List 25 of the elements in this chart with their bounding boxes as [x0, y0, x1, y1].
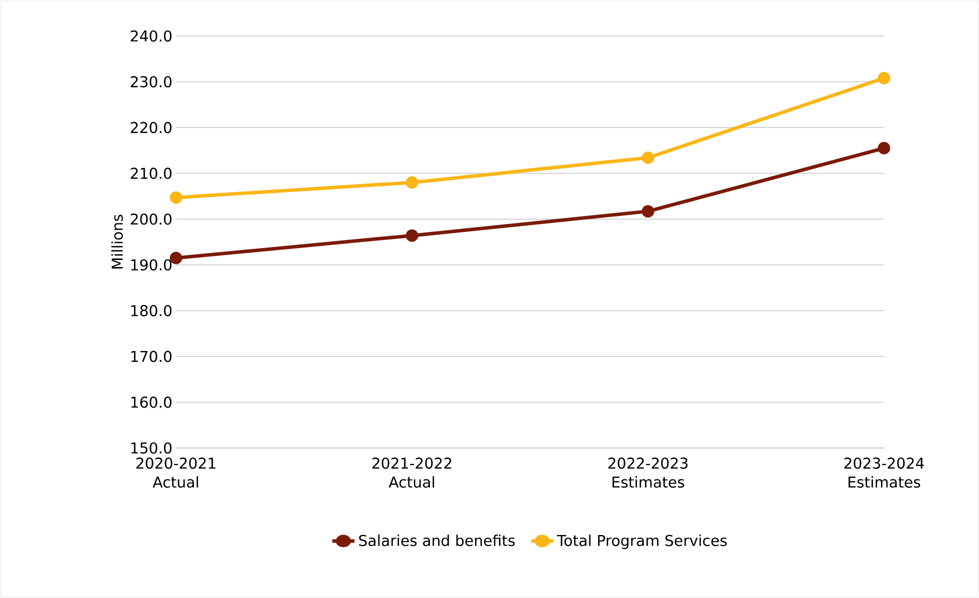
- point: [878, 72, 890, 84]
- y-tick-label: 170.0: [131, 350, 172, 362]
- point: [406, 229, 418, 242]
- point: [642, 205, 654, 218]
- x-tick-label: 2022-2023 Estimates: [608, 458, 688, 488]
- legend-label: Total Program Services: [556, 534, 727, 550]
- y-tick-label: 160.0: [131, 396, 172, 408]
- x-tick-label: 2023-2024 Estimates: [844, 458, 924, 488]
- y-tick-label: 240.0: [130, 30, 172, 42]
- point: [642, 152, 654, 164]
- y-tick-label: 220.0: [130, 122, 172, 134]
- point: [406, 176, 418, 189]
- point: [878, 142, 890, 154]
- y-tick-label: 210.0: [130, 168, 172, 179]
- legend-label: Salaries and benefits: [359, 534, 515, 546]
- x-tick-label: 2020-2021 Actual: [136, 458, 216, 488]
- y-tick-label: 200.0: [130, 213, 172, 225]
- y-tick-label: 230.0: [130, 76, 172, 88]
- y-tick-label: 180.0: [131, 305, 172, 316]
- point: [170, 252, 182, 264]
- y-tick-label: 150.0: [131, 442, 172, 454]
- y-axis-title: Millions: [111, 214, 123, 268]
- point: [170, 191, 182, 204]
- y-tick-label: 190.0: [131, 259, 172, 271]
- x-tick-label: 2021-2022 Actual: [372, 458, 452, 488]
